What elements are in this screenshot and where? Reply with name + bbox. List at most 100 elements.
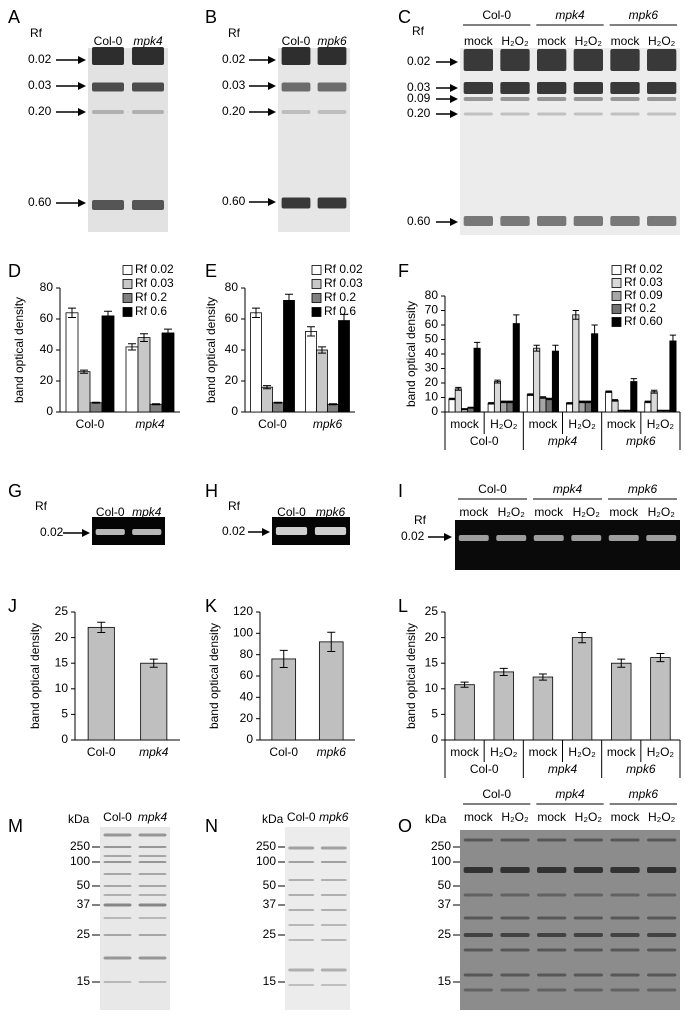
gel-band xyxy=(320,939,347,941)
gel-band xyxy=(317,197,347,209)
gel-band xyxy=(608,535,639,541)
gel-band xyxy=(647,948,677,952)
gel-band xyxy=(537,916,567,920)
marker-label: 0.02 xyxy=(40,525,64,539)
gel-image xyxy=(455,520,680,570)
bar xyxy=(611,399,619,413)
rf-label: Rf xyxy=(414,513,427,527)
bar xyxy=(611,662,632,741)
marker-label: 50 xyxy=(263,878,277,892)
error-bar xyxy=(460,681,469,688)
marker-arrowhead xyxy=(268,198,276,206)
gel-band xyxy=(132,200,164,210)
gel-band xyxy=(537,867,567,873)
error-bar xyxy=(149,658,158,668)
y-tick-label: 25 xyxy=(55,604,69,618)
y-tick-label: 120 xyxy=(233,604,253,618)
marker-label: 0.60 xyxy=(222,194,246,208)
lane-label: H₂O₂ xyxy=(575,34,603,48)
bar xyxy=(250,312,262,413)
bar xyxy=(283,299,295,413)
gel-band xyxy=(103,903,132,907)
error-bar xyxy=(533,344,540,352)
marker-label: 100 xyxy=(431,854,451,868)
marker-arrowhead xyxy=(78,199,86,207)
panel-letter: A xyxy=(8,7,20,27)
bar xyxy=(506,401,514,413)
unit-label: kDa xyxy=(425,812,447,826)
gel-band xyxy=(647,893,677,897)
gel-band xyxy=(103,981,132,983)
gel-band xyxy=(92,82,124,92)
gel-band xyxy=(646,535,677,541)
error-bar xyxy=(327,631,336,652)
legend-swatch xyxy=(611,291,622,301)
y-tick-label: 60 xyxy=(40,311,54,325)
gel-image xyxy=(460,830,680,1010)
bar xyxy=(644,401,652,413)
panel-letter: N xyxy=(205,816,218,836)
bar xyxy=(125,346,139,413)
panel-letter: I xyxy=(398,481,403,501)
bar xyxy=(318,641,344,741)
marker-arrowhead xyxy=(450,58,458,66)
gel-band xyxy=(138,981,167,983)
gel-band xyxy=(537,216,567,226)
bar xyxy=(578,401,586,413)
unit-label: kDa xyxy=(262,812,284,826)
gel-band xyxy=(463,82,493,94)
legend-swatch xyxy=(122,307,133,317)
gel-band xyxy=(281,110,311,114)
error-bar xyxy=(578,631,587,644)
lane-label: Col-0 xyxy=(282,34,311,48)
bar xyxy=(77,371,91,413)
gel-band xyxy=(500,216,530,226)
error-bar xyxy=(285,293,293,308)
gel-band xyxy=(138,833,167,837)
group-label: mpk6 xyxy=(629,8,659,22)
gel-band xyxy=(500,867,530,873)
error-bar xyxy=(538,673,547,681)
bar xyxy=(149,403,163,413)
x-tick-label: H₂O₂ xyxy=(568,417,596,431)
legend-label: Rf 0.6 xyxy=(135,304,167,318)
gel-band xyxy=(500,973,530,977)
gel-band xyxy=(103,861,132,863)
y-axis-label: band optical density xyxy=(404,301,418,407)
y-tick-label: 0 xyxy=(231,404,238,418)
gel-band xyxy=(573,988,603,992)
x-tick-label: H₂O₂ xyxy=(568,745,596,759)
gel-band xyxy=(320,846,347,850)
gel-band xyxy=(610,973,640,977)
gel-band xyxy=(610,82,640,94)
group-label: mpk6 xyxy=(626,434,656,448)
gel-band xyxy=(610,49,640,71)
gel-band xyxy=(537,988,567,992)
error-bar xyxy=(252,307,260,318)
gel-band xyxy=(281,47,311,65)
gel-band xyxy=(103,894,132,896)
bar xyxy=(545,398,553,413)
bar xyxy=(137,337,151,413)
gel-band xyxy=(610,867,640,873)
error-bar xyxy=(578,400,586,404)
gel-band xyxy=(317,82,347,92)
gel-band xyxy=(103,885,132,887)
marker-arrowhead xyxy=(444,533,452,541)
gel-band xyxy=(103,934,132,936)
gel-band xyxy=(647,867,677,873)
bar xyxy=(261,386,273,413)
x-tick-label: mpk4 xyxy=(135,417,165,431)
gel-band xyxy=(138,846,167,848)
bar xyxy=(327,403,339,413)
gel-band xyxy=(463,948,493,952)
lane-label: H₂O₂ xyxy=(575,810,603,824)
gel-band xyxy=(500,97,530,101)
gel-band xyxy=(573,838,603,842)
error-bar xyxy=(80,369,88,374)
gel-band xyxy=(500,49,530,71)
gel-band xyxy=(288,909,315,911)
y-tick-label: 15 xyxy=(55,655,69,669)
gel-band xyxy=(288,879,315,881)
bar xyxy=(65,312,79,413)
